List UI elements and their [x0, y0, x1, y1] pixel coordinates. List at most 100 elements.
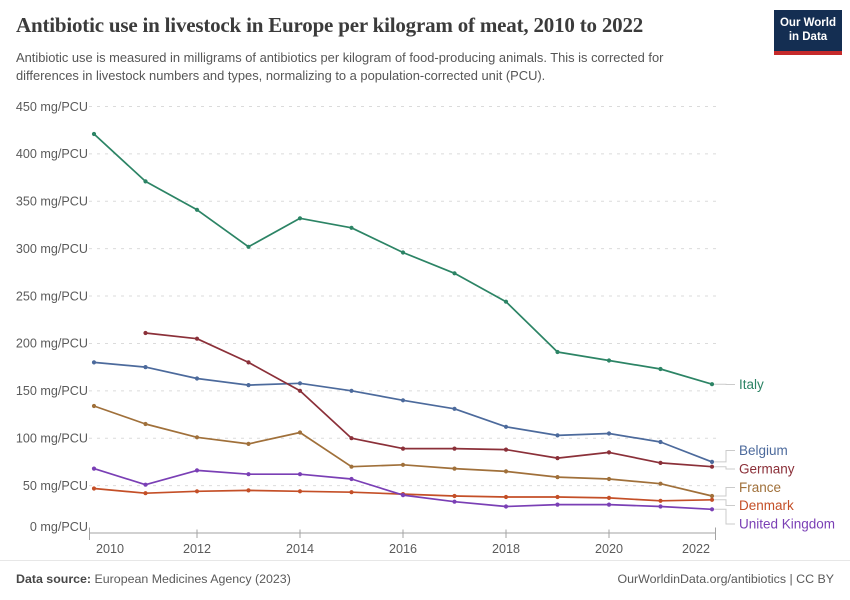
point-united-kingdom-2010[interactable]	[91, 466, 97, 471]
point-france-2015[interactable]	[349, 464, 354, 469]
point-italy-2013[interactable]	[246, 244, 251, 249]
y-tick-label-50: 50 mg/PCU	[23, 479, 88, 493]
legend-label-denmark[interactable]: Denmark	[739, 498, 794, 513]
point-united-kingdom-2013[interactable]	[246, 472, 251, 477]
point-italy-2016[interactable]	[400, 250, 406, 255]
point-denmark-2017[interactable]	[452, 493, 457, 499]
legend-label-germany[interactable]: Germany	[739, 462, 795, 477]
point-belgium-2010[interactable]	[91, 360, 97, 365]
point-germany-2014[interactable]	[297, 388, 303, 393]
point-italy-2011[interactable]	[143, 179, 148, 184]
point-denmark-2011[interactable]	[143, 491, 148, 496]
point-italy-2021[interactable]	[658, 366, 663, 372]
point-france-2010[interactable]	[91, 403, 97, 409]
line-united-kingdom[interactable]	[93, 467, 713, 511]
point-united-kingdom-2022[interactable]	[709, 507, 715, 512]
legend-label-italy[interactable]: Italy	[739, 377, 764, 392]
point-france-2012[interactable]	[194, 435, 200, 440]
chart-subtitle: Antibiotic use is measured in milligrams…	[16, 50, 664, 84]
legend-connector-france	[714, 487, 735, 497]
point-united-kingdom-2019[interactable]	[555, 502, 560, 507]
point-italy-2015[interactable]	[349, 225, 354, 230]
point-germany-2011[interactable]	[143, 330, 148, 336]
point-germany-2022[interactable]	[709, 464, 715, 469]
point-france-2021[interactable]	[658, 481, 663, 486]
point-germany-2021[interactable]	[658, 460, 663, 465]
point-germany-2016[interactable]	[400, 446, 406, 451]
point-italy-2014[interactable]	[297, 216, 303, 221]
line-chart[interactable]: 0 mg/PCU 50 mg/PCU 100 mg/PCU 150 mg/PCU 200…	[0, 0, 850, 565]
point-france-2014[interactable]	[297, 430, 303, 435]
point-belgium-2013[interactable]	[246, 383, 251, 388]
line-germany[interactable]	[145, 332, 713, 468]
owid-logo-line1: Our World	[779, 17, 836, 29]
owid-logo[interactable]: Our World in Data	[774, 10, 842, 55]
point-italy-2017[interactable]	[452, 271, 457, 276]
point-italy-2019[interactable]	[555, 349, 560, 355]
data-source: Data source: European Medicines Agency (…	[16, 572, 291, 586]
point-germany-2019[interactable]	[555, 456, 560, 461]
point-denmark-2014[interactable]	[297, 489, 303, 494]
point-belgium-2018[interactable]	[503, 424, 509, 429]
x-tick-label-2018: 2018	[492, 542, 520, 556]
point-france-2019[interactable]	[555, 475, 560, 480]
point-united-kingdom-2011[interactable]	[143, 482, 148, 487]
point-italy-2020[interactable]	[606, 358, 612, 363]
credit-link[interactable]: OurWorldinData.org/antibiotics | CC BY	[617, 572, 834, 586]
point-germany-2013[interactable]	[246, 360, 251, 365]
point-belgium-2020[interactable]	[606, 431, 612, 436]
point-france-2022[interactable]	[709, 493, 715, 499]
line-italy[interactable]	[93, 133, 713, 386]
point-belgium-2011[interactable]	[143, 365, 148, 370]
y-tick-label-150: 150 mg/PCU	[16, 384, 88, 398]
point-united-kingdom-2018[interactable]	[503, 504, 509, 509]
x-tick-label-2014: 2014	[286, 542, 314, 556]
legend-connector-germany	[714, 466, 735, 470]
point-france-2013[interactable]	[246, 441, 251, 446]
point-united-kingdom-2016[interactable]	[400, 493, 406, 498]
point-belgium-2017[interactable]	[452, 406, 457, 411]
point-denmark-2019[interactable]	[555, 494, 560, 500]
point-belgium-2014[interactable]	[297, 381, 303, 386]
point-united-kingdom-2012[interactable]	[194, 468, 200, 473]
point-united-kingdom-2014[interactable]	[297, 472, 303, 477]
point-belgium-2015[interactable]	[349, 388, 354, 393]
point-united-kingdom-2020[interactable]	[606, 502, 612, 507]
legend-label-united-kingdom[interactable]: United Kingdom	[739, 517, 835, 532]
point-germany-2018[interactable]	[503, 447, 509, 452]
legend-label-france[interactable]: France	[739, 480, 781, 495]
point-united-kingdom-2021[interactable]	[658, 504, 663, 509]
point-belgium-2012[interactable]	[194, 376, 200, 381]
point-germany-2015[interactable]	[349, 436, 354, 441]
point-italy-2018[interactable]	[503, 299, 509, 304]
point-france-2018[interactable]	[503, 469, 509, 474]
point-france-2016[interactable]	[400, 462, 406, 467]
legend-label-belgium[interactable]: Belgium	[739, 443, 788, 458]
point-france-2020[interactable]	[606, 476, 612, 482]
point-denmark-2013[interactable]	[246, 488, 251, 493]
point-denmark-2018[interactable]	[503, 494, 509, 500]
point-denmark-2015[interactable]	[349, 490, 354, 495]
point-belgium-2019[interactable]	[555, 433, 560, 438]
point-denmark-2010[interactable]	[91, 486, 97, 491]
point-germany-2017[interactable]	[452, 446, 457, 451]
point-germany-2012[interactable]	[194, 336, 200, 341]
point-france-2017[interactable]	[452, 466, 457, 471]
point-belgium-2021[interactable]	[658, 439, 663, 445]
point-denmark-2020[interactable]	[606, 495, 612, 500]
point-united-kingdom-2015[interactable]	[349, 476, 354, 482]
point-denmark-2021[interactable]	[658, 498, 663, 503]
point-united-kingdom-2017[interactable]	[452, 499, 457, 504]
point-denmark-2012[interactable]	[194, 489, 200, 494]
line-france[interactable]	[93, 405, 713, 497]
point-italy-2012[interactable]	[194, 207, 200, 212]
y-tick-label-300: 300 mg/PCU	[16, 242, 88, 256]
point-italy-2022[interactable]	[709, 382, 715, 387]
point-italy-2010[interactable]	[91, 131, 97, 137]
point-france-2011[interactable]	[143, 421, 148, 427]
point-belgium-2022[interactable]	[709, 459, 715, 464]
point-germany-2020[interactable]	[606, 450, 612, 455]
y-tick-label-200: 200 mg/PCU	[16, 337, 88, 351]
point-denmark-2022[interactable]	[709, 497, 715, 502]
point-belgium-2016[interactable]	[400, 398, 406, 403]
